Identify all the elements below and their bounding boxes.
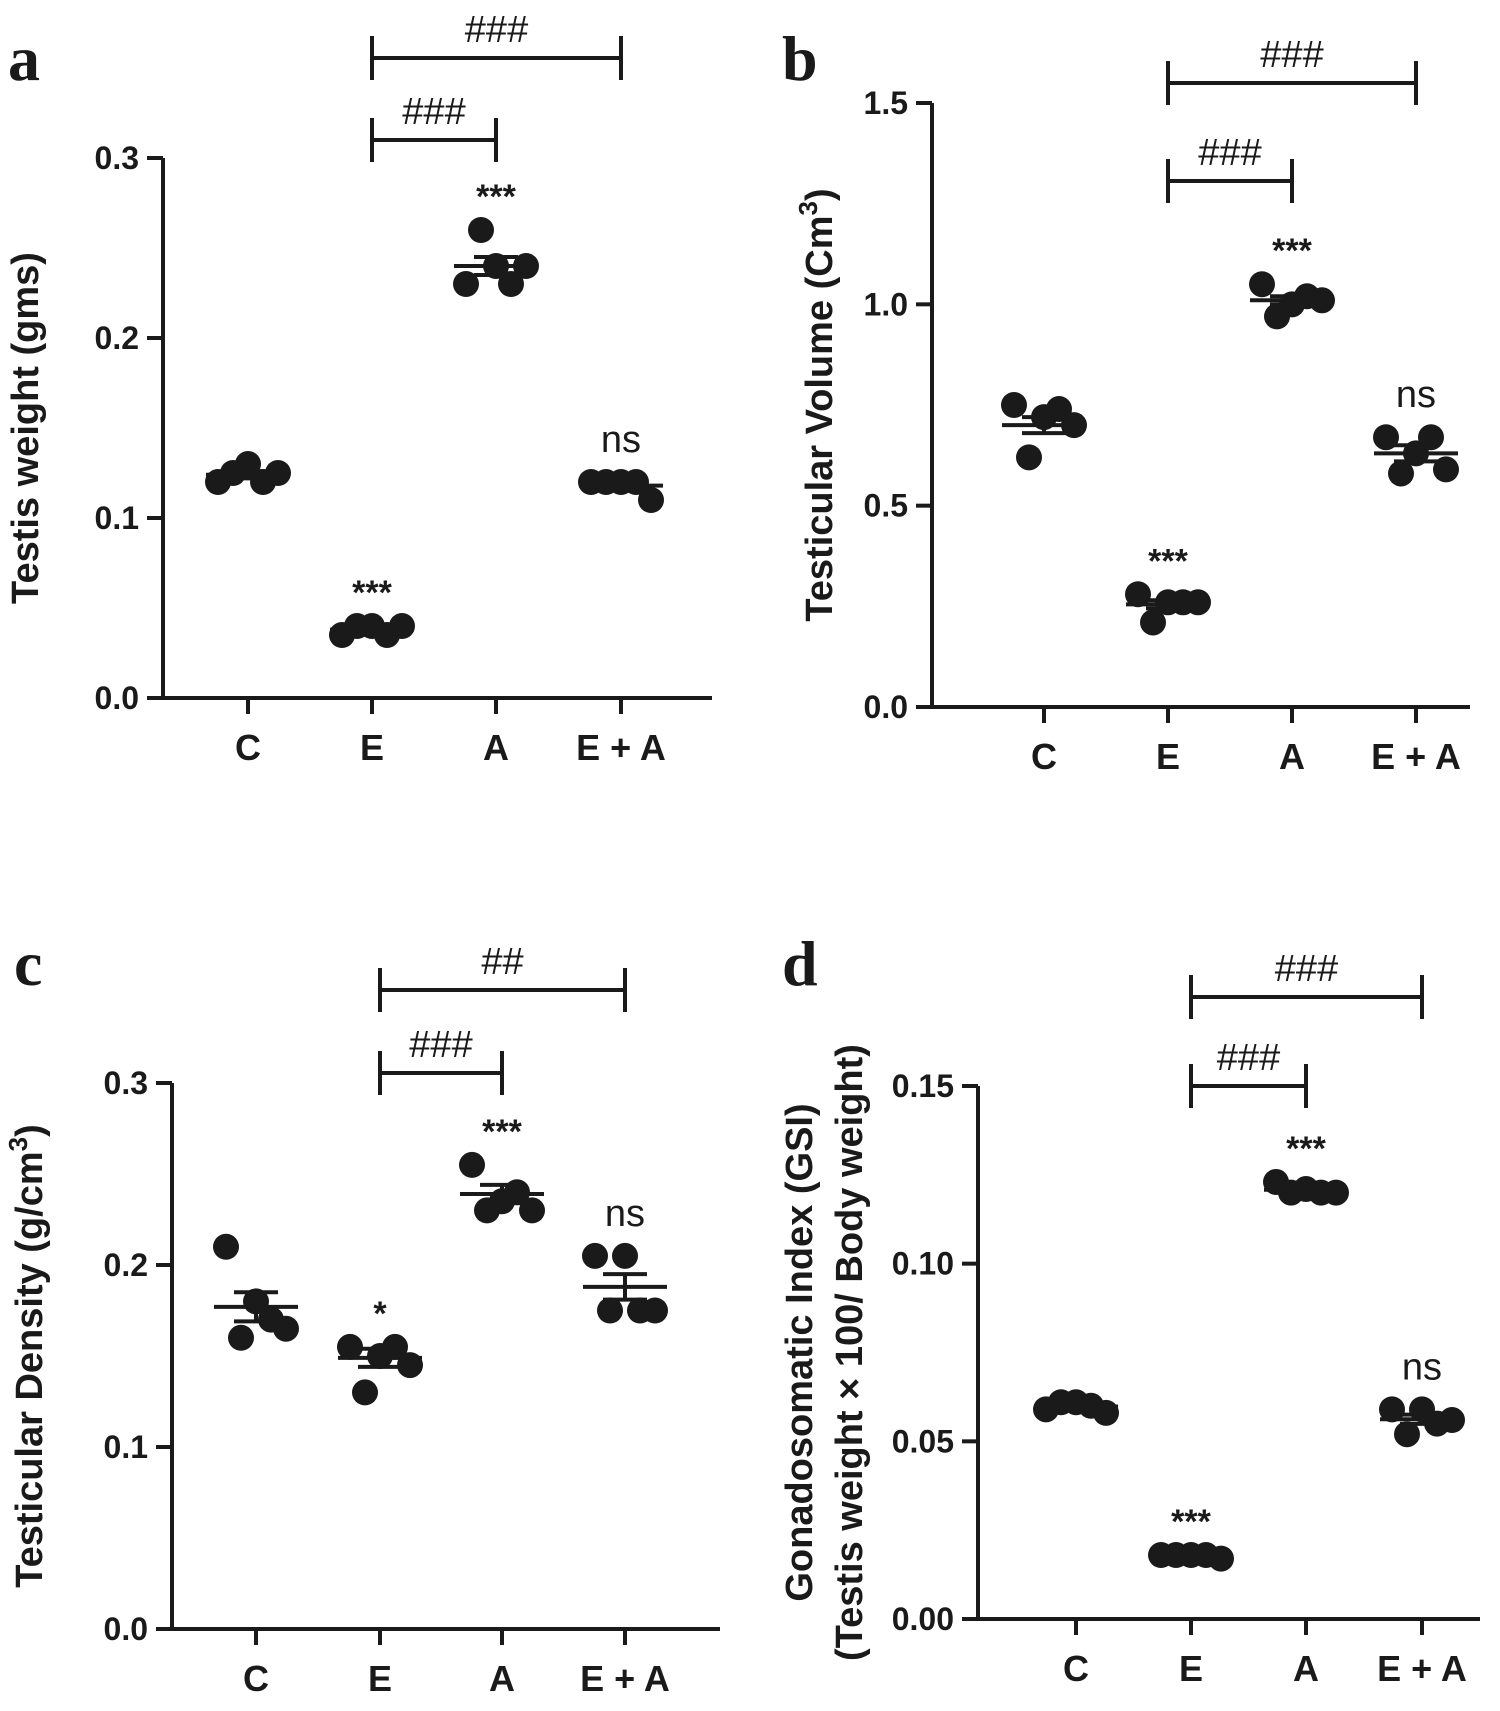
panel-d-category-label: C xyxy=(1063,1648,1089,1689)
panel-a-category-label: E xyxy=(360,727,384,768)
panel-letter-d: d xyxy=(782,928,818,999)
panel-c-category-label: A xyxy=(489,1658,515,1699)
panel-d-y-tick-label: 0.15 xyxy=(892,1068,954,1104)
panel-b-comparison-label: ### xyxy=(1198,132,1261,174)
panel-d-data-point xyxy=(1379,1396,1405,1423)
panel-d-comparison-label: ### xyxy=(1217,1037,1280,1079)
panel-letter-a: a xyxy=(8,23,40,94)
panel-a-significance-label: *** xyxy=(352,574,392,612)
panel-a-comparison-label: ### xyxy=(402,91,465,133)
panel-b-category-label: E xyxy=(1156,736,1180,777)
panel-a-category-label: A xyxy=(483,727,509,768)
panel-b-y-tick-label: 0.5 xyxy=(864,488,908,524)
panel-d-significance-label: *** xyxy=(1286,1130,1326,1168)
panel-d-y-tick-label: 0.00 xyxy=(892,1601,954,1637)
panel-d-data-point xyxy=(1394,1421,1420,1448)
panel-a-data-point xyxy=(453,271,479,297)
panel-c-data-point xyxy=(337,1333,363,1360)
panel-c-data-point xyxy=(519,1197,545,1224)
panel-c-chart: 0.0 0.1 0.2 0.3 C E A E + A Testicular Density (… xyxy=(3,941,720,1699)
panel-a-data-point xyxy=(468,217,494,243)
panel-c-y-tick-label: 0.0 xyxy=(104,1611,148,1647)
panel-a-y-tick-label: 0.1 xyxy=(95,500,139,536)
panel-b-data-point xyxy=(1001,392,1027,418)
panel-b-category-label: C xyxy=(1031,736,1057,777)
panel-c-data-point xyxy=(273,1315,299,1342)
panel-c-y-tick-label: 0.1 xyxy=(104,1429,148,1465)
panel-letter-b: b xyxy=(782,23,818,94)
panel-d-y-axis-label-line2: (Testis weight × 100/ Body weight) xyxy=(829,1044,871,1661)
panel-b-category-label: A xyxy=(1279,736,1305,777)
panel-b-data-point xyxy=(1185,589,1211,616)
panel-d-chart: 0.00 0.05 0.10 0.15 C E A E + A Gonadosomatic In… xyxy=(779,948,1480,1689)
panel-d-y-tick-label: 0.10 xyxy=(892,1246,954,1282)
panel-a-data-point xyxy=(498,271,524,297)
panel-b-data-point xyxy=(1249,271,1275,298)
panel-d-category-label: A xyxy=(1293,1648,1319,1689)
panel-a-significance-label: *** xyxy=(476,178,516,216)
panel-c-data-point xyxy=(642,1297,668,1324)
panel-b-y-tick-label: 1.5 xyxy=(864,85,908,121)
panel-c-data-point xyxy=(352,1379,378,1406)
panel-b-data-point xyxy=(1140,609,1166,636)
panel-d-y-axis-label: Gonadosomatic Index (GSI) xyxy=(779,1103,821,1601)
panel-c-significance-label: * xyxy=(373,1295,387,1333)
panel-c-category-label: E xyxy=(368,1658,392,1699)
panel-b-significance-label: *** xyxy=(1148,542,1188,580)
panel-b-comparison-label: ### xyxy=(1260,34,1323,76)
panel-letter-c: c xyxy=(14,928,42,999)
panel-c-data-point xyxy=(213,1233,239,1260)
panel-a-comparison-label: ### xyxy=(465,9,528,51)
panel-a-y-tick-label: 0.0 xyxy=(95,680,139,716)
panel-b-data-point xyxy=(1125,581,1151,608)
panel-c-category-label: C xyxy=(243,1658,269,1699)
panel-b-y-tick-label: 0.0 xyxy=(864,689,908,725)
panel-b-significance-label: ns xyxy=(1396,374,1436,416)
panel-c-data-point xyxy=(459,1151,485,1178)
panel-c-y-tick-label: 0.3 xyxy=(104,1065,148,1101)
panel-d-significance-label: *** xyxy=(1171,1503,1211,1541)
panel-a-data-point xyxy=(638,487,664,513)
panel-d-comparison-label: ### xyxy=(1275,948,1338,990)
panel-a-category-label: C xyxy=(235,727,261,768)
panel-a-chart: 0.0 0.1 0.2 0.3 C E A E + A Testis weight (gms) *… xyxy=(5,9,712,768)
panel-c-significance-label: *** xyxy=(482,1113,522,1151)
panel-b-y-axis-label: Testicular Volume (Cm3) xyxy=(793,188,841,621)
panel-c-comparison-label: ## xyxy=(481,941,523,983)
panel-b-data-point xyxy=(1016,444,1042,471)
panel-b-data-point xyxy=(1388,460,1414,487)
panel-c-data-point xyxy=(582,1242,608,1269)
panel-a-significance-label: ns xyxy=(601,419,641,461)
panel-a-data-point xyxy=(389,613,415,639)
panel-b-significance-label: *** xyxy=(1272,232,1312,270)
panel-b-y-tick-label: 1.0 xyxy=(864,286,908,322)
panel-d-data-point xyxy=(1208,1545,1234,1572)
panel-d-y-tick-label: 0.05 xyxy=(892,1423,954,1459)
panel-b-category-label: E + A xyxy=(1371,736,1461,777)
panel-c-comparison-label: ### xyxy=(409,1024,472,1066)
panel-a-y-tick-label: 0.3 xyxy=(95,140,139,176)
panel-c-data-point xyxy=(612,1242,638,1269)
panel-c-y-tick-label: 0.2 xyxy=(104,1247,148,1283)
panel-d-data-point xyxy=(1323,1179,1349,1206)
panel-b-chart: 0.0 0.5 1.0 1.5 C E A E + A Testicular Volume (C… xyxy=(793,34,1470,777)
panel-c-data-point xyxy=(228,1324,254,1351)
panel-a-y-axis-label: Testis weight (gms) xyxy=(5,252,47,604)
panel-c-y-axis-label: Testicular Density (g/cm3) xyxy=(3,1124,51,1588)
panel-b-data-point xyxy=(1433,456,1459,483)
panel-a-category-label: E + A xyxy=(576,727,666,768)
panel-c-significance-label: ns xyxy=(605,1193,645,1235)
panel-b-data-point xyxy=(1373,424,1399,451)
panel-d-category-label: E + A xyxy=(1377,1648,1467,1689)
panel-a-y-tick-label: 0.2 xyxy=(95,320,139,356)
panel-c-data-point xyxy=(597,1297,623,1324)
panel-d-category-label: E xyxy=(1179,1648,1203,1689)
panel-c-category-label: E + A xyxy=(580,1658,670,1699)
panel-d-significance-label: ns xyxy=(1402,1346,1442,1388)
